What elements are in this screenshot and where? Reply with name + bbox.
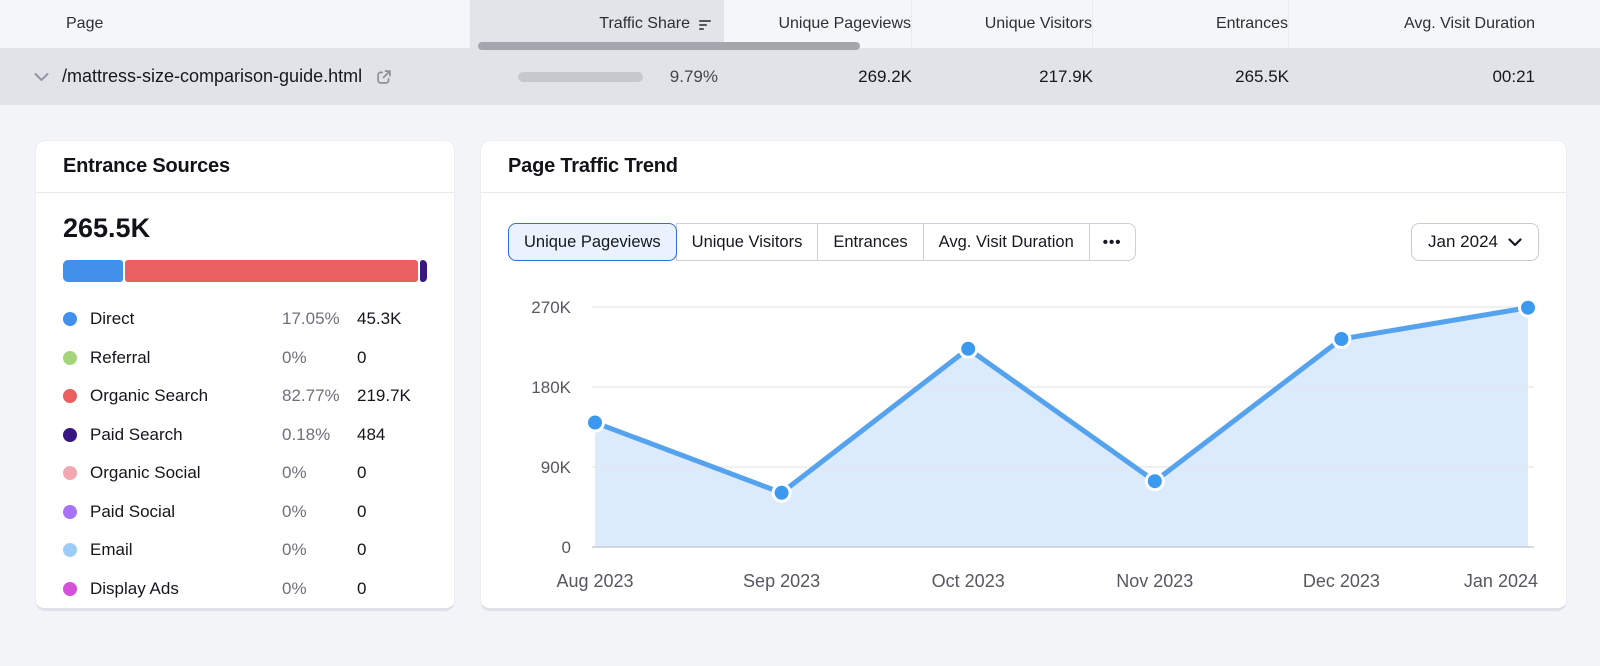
y-tick-label: 180K <box>531 378 571 397</box>
entrance-sources-legend: Direct 17.05% 45.3K Referral 0% 0 Organi… <box>63 300 427 608</box>
traffic-share-value: 9.79% <box>669 66 718 86</box>
legend-dot <box>63 389 77 404</box>
data-point-jan-2024[interactable] <box>1518 297 1538 318</box>
column-label: Unique Pageviews <box>778 15 911 32</box>
legend-item-organic-search: Organic Search 82.77% 219.7K <box>63 377 427 416</box>
y-tick-label: 90K <box>541 458 572 477</box>
card-title: Page Traffic Trend <box>508 155 678 177</box>
column-label: Unique Visitors <box>984 15 1092 32</box>
unique-visitors-value: 217.9K <box>1039 66 1093 86</box>
tab-entrances[interactable]: Entrances <box>817 223 924 261</box>
legend-dot <box>63 543 77 558</box>
chevron-down-icon <box>1508 237 1522 247</box>
legend-dot <box>63 350 77 365</box>
entrance-sources-card: Entrance Sources 265.5K Direct 17.05% 45… <box>35 140 455 611</box>
more-metrics-button[interactable]: ••• <box>1088 223 1136 261</box>
sort-descending-icon <box>699 19 711 30</box>
x-tick-label: Jan 2024 <box>1464 571 1538 591</box>
period-value: Jan 2024 <box>1428 232 1498 251</box>
page-traffic-trend-header: Page Traffic Trend <box>481 141 1566 193</box>
entrance-sources-stacked-bar <box>63 260 427 282</box>
tab-avg-visit-duration[interactable]: Avg. Visit Duration <box>922 223 1090 261</box>
traffic-share-cell: 9.79% <box>470 48 724 105</box>
card-title: Entrance Sources <box>63 155 230 177</box>
column-header-page: Page <box>0 0 470 48</box>
data-point-sep-2023[interactable] <box>771 482 792 503</box>
period-dropdown[interactable]: Jan 2024 <box>1411 223 1539 261</box>
chevron-down-icon[interactable] <box>34 72 49 82</box>
page-traffic-trend-card: Page Traffic Trend Unique Pageviews Uniq… <box>480 140 1567 611</box>
legend-item-email: Email 0% 0 <box>63 531 427 570</box>
column-label: Page <box>66 15 104 32</box>
x-tick-label: Aug 2023 <box>556 571 633 591</box>
bar-segment-paid-search[interactable] <box>420 260 427 282</box>
entrance-sources-header: Entrance Sources <box>36 141 454 193</box>
column-header-traffic-share[interactable]: Traffic Share <box>470 0 724 48</box>
entrances-value: 265.5K <box>1235 66 1289 86</box>
y-tick-label: 0 <box>562 538 571 557</box>
column-label: Traffic Share <box>599 15 690 32</box>
table-header: Page Traffic Share Unique Pageviews Uniq… <box>0 0 1600 48</box>
x-tick-label: Dec 2023 <box>1303 571 1380 591</box>
data-point-dec-2023[interactable] <box>1331 329 1352 349</box>
tab-unique-visitors[interactable]: Unique Visitors <box>675 223 819 261</box>
legend-item-display-ads: Display Ads 0% 0 <box>63 570 427 609</box>
tab-unique-pageviews[interactable]: Unique Pageviews <box>508 223 677 261</box>
legend-dot <box>63 581 77 596</box>
entrances-total: 265.5K <box>63 213 151 243</box>
x-tick-label: Oct 2023 <box>932 571 1005 591</box>
metric-tabs: Unique Pageviews Unique Visitors Entranc… <box>508 223 1136 261</box>
legend-item-paid-search: Paid Search 0.18% 484 <box>63 416 427 455</box>
x-tick-label: Sep 2023 <box>743 571 820 591</box>
page-url-link[interactable]: /mattress-size-comparison-guide.html <box>62 66 363 86</box>
legend-dot <box>63 427 77 442</box>
legend-dot <box>63 504 77 519</box>
unique-pageviews-value: 269.2K <box>858 66 912 86</box>
legend-item-direct: Direct 17.05% 45.3K <box>63 300 427 339</box>
area-chart: 0 90K 180K 270K Aug 2023 Sep 2023 Oct 2023 Nov … <box>531 297 1538 591</box>
external-link-icon[interactable] <box>375 68 393 86</box>
area-fill <box>595 307 1528 547</box>
legend-item-paid-social: Paid Social 0% 0 <box>63 493 427 532</box>
column-header-avg-visit-duration[interactable]: Avg. Visit Duration <box>1289 0 1535 48</box>
column-header-entrances[interactable]: Entrances <box>1093 0 1289 48</box>
table-row[interactable]: /mattress-size-comparison-guide.html 9.7… <box>0 48 1600 105</box>
legend-dot <box>63 466 77 481</box>
column-label: Entrances <box>1215 15 1288 32</box>
bar-segment-organic-search[interactable] <box>125 260 418 282</box>
column-header-unique-pageviews[interactable]: Unique Pageviews <box>724 0 912 48</box>
data-point-aug-2023[interactable] <box>585 412 605 433</box>
data-point-oct-2023[interactable] <box>958 338 979 359</box>
y-tick-label: 270K <box>531 298 571 317</box>
traffic-trend-chart: 0 90K 180K 270K Aug 2023 Sep 2023 Oct 2023 Nov … <box>508 297 1539 599</box>
column-label: Avg. Visit Duration <box>1403 15 1535 32</box>
traffic-share-bar-track <box>518 71 643 82</box>
horizontal-scrollbar[interactable] <box>478 42 860 50</box>
bar-segment-direct[interactable] <box>63 260 124 282</box>
avg-visit-duration-value: 00:21 <box>1492 66 1535 86</box>
legend-dot <box>63 312 77 327</box>
data-point-nov-2023[interactable] <box>1144 471 1165 492</box>
legend-item-referral: Referral 0% 0 <box>63 339 427 378</box>
page-cell: /mattress-size-comparison-guide.html <box>0 48 470 105</box>
legend-item-organic-social: Organic Social 0% 0 <box>63 454 427 493</box>
pages-table: Page Traffic Share Unique Pageviews Uniq… <box>0 0 1600 105</box>
x-tick-label: Nov 2023 <box>1116 571 1193 591</box>
column-header-unique-visitors[interactable]: Unique Visitors <box>912 0 1093 48</box>
trend-line <box>592 305 1531 496</box>
